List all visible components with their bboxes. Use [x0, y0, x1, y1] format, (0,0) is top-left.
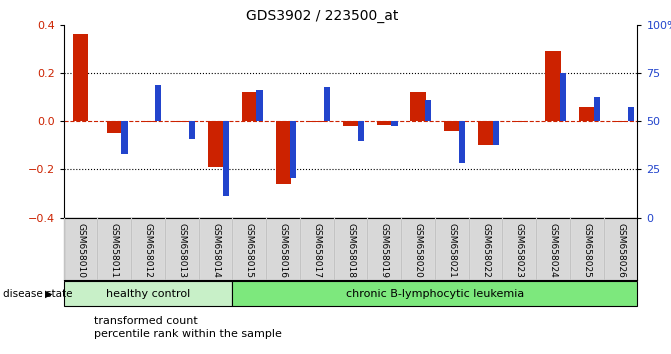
Bar	[324, 87, 330, 121]
Bar	[64, 281, 232, 306]
Bar	[155, 85, 161, 121]
Bar	[579, 107, 595, 121]
Text: chronic B-lymphocytic leukemia: chronic B-lymphocytic leukemia	[346, 289, 524, 299]
Text: GSM658014: GSM658014	[211, 223, 220, 278]
Bar	[107, 121, 122, 133]
Bar	[478, 121, 493, 145]
Text: GSM658025: GSM658025	[582, 223, 591, 278]
Text: GSM658026: GSM658026	[616, 223, 625, 278]
Text: GSM658024: GSM658024	[549, 223, 558, 278]
Text: GSM658010: GSM658010	[76, 223, 85, 278]
Bar	[208, 121, 223, 167]
Text: disease state: disease state	[3, 289, 73, 299]
Bar	[512, 121, 527, 122]
Bar	[73, 34, 88, 121]
Bar	[290, 121, 297, 178]
Bar	[444, 121, 460, 131]
Bar	[560, 73, 566, 121]
Bar	[276, 121, 291, 184]
Bar	[309, 121, 325, 122]
Bar	[391, 121, 397, 126]
Text: GSM658013: GSM658013	[177, 223, 187, 278]
Bar	[232, 281, 637, 306]
Bar	[223, 121, 229, 196]
Text: GSM658020: GSM658020	[413, 223, 423, 278]
Bar	[140, 121, 156, 122]
Bar	[242, 92, 257, 121]
Text: GSM658021: GSM658021	[448, 223, 456, 278]
Text: GSM658016: GSM658016	[278, 223, 288, 278]
Bar	[376, 121, 392, 125]
Bar	[411, 92, 425, 121]
Bar	[358, 121, 364, 141]
Text: GSM658015: GSM658015	[245, 223, 254, 278]
Text: GSM658019: GSM658019	[380, 223, 389, 278]
Bar	[546, 51, 561, 121]
Text: transformed count: transformed count	[94, 316, 198, 326]
Bar	[613, 121, 628, 122]
Bar	[425, 99, 431, 121]
Bar	[121, 121, 127, 154]
Text: GSM658017: GSM658017	[312, 223, 321, 278]
Text: healthy control: healthy control	[106, 289, 191, 299]
Text: GSM658022: GSM658022	[481, 223, 490, 278]
Text: GSM658018: GSM658018	[346, 223, 355, 278]
Bar	[343, 121, 358, 126]
Bar	[189, 121, 195, 139]
Bar	[459, 121, 465, 164]
Text: ▶: ▶	[44, 289, 52, 299]
Bar	[594, 97, 600, 121]
Text: GSM658012: GSM658012	[144, 223, 152, 278]
Text: GDS3902 / 223500_at: GDS3902 / 223500_at	[246, 9, 399, 23]
Bar	[493, 121, 499, 145]
Bar	[627, 107, 633, 121]
Text: percentile rank within the sample: percentile rank within the sample	[94, 329, 282, 339]
Bar	[256, 90, 262, 121]
Text: GSM658011: GSM658011	[110, 223, 119, 278]
Bar	[174, 121, 189, 122]
Text: GSM658023: GSM658023	[515, 223, 524, 278]
